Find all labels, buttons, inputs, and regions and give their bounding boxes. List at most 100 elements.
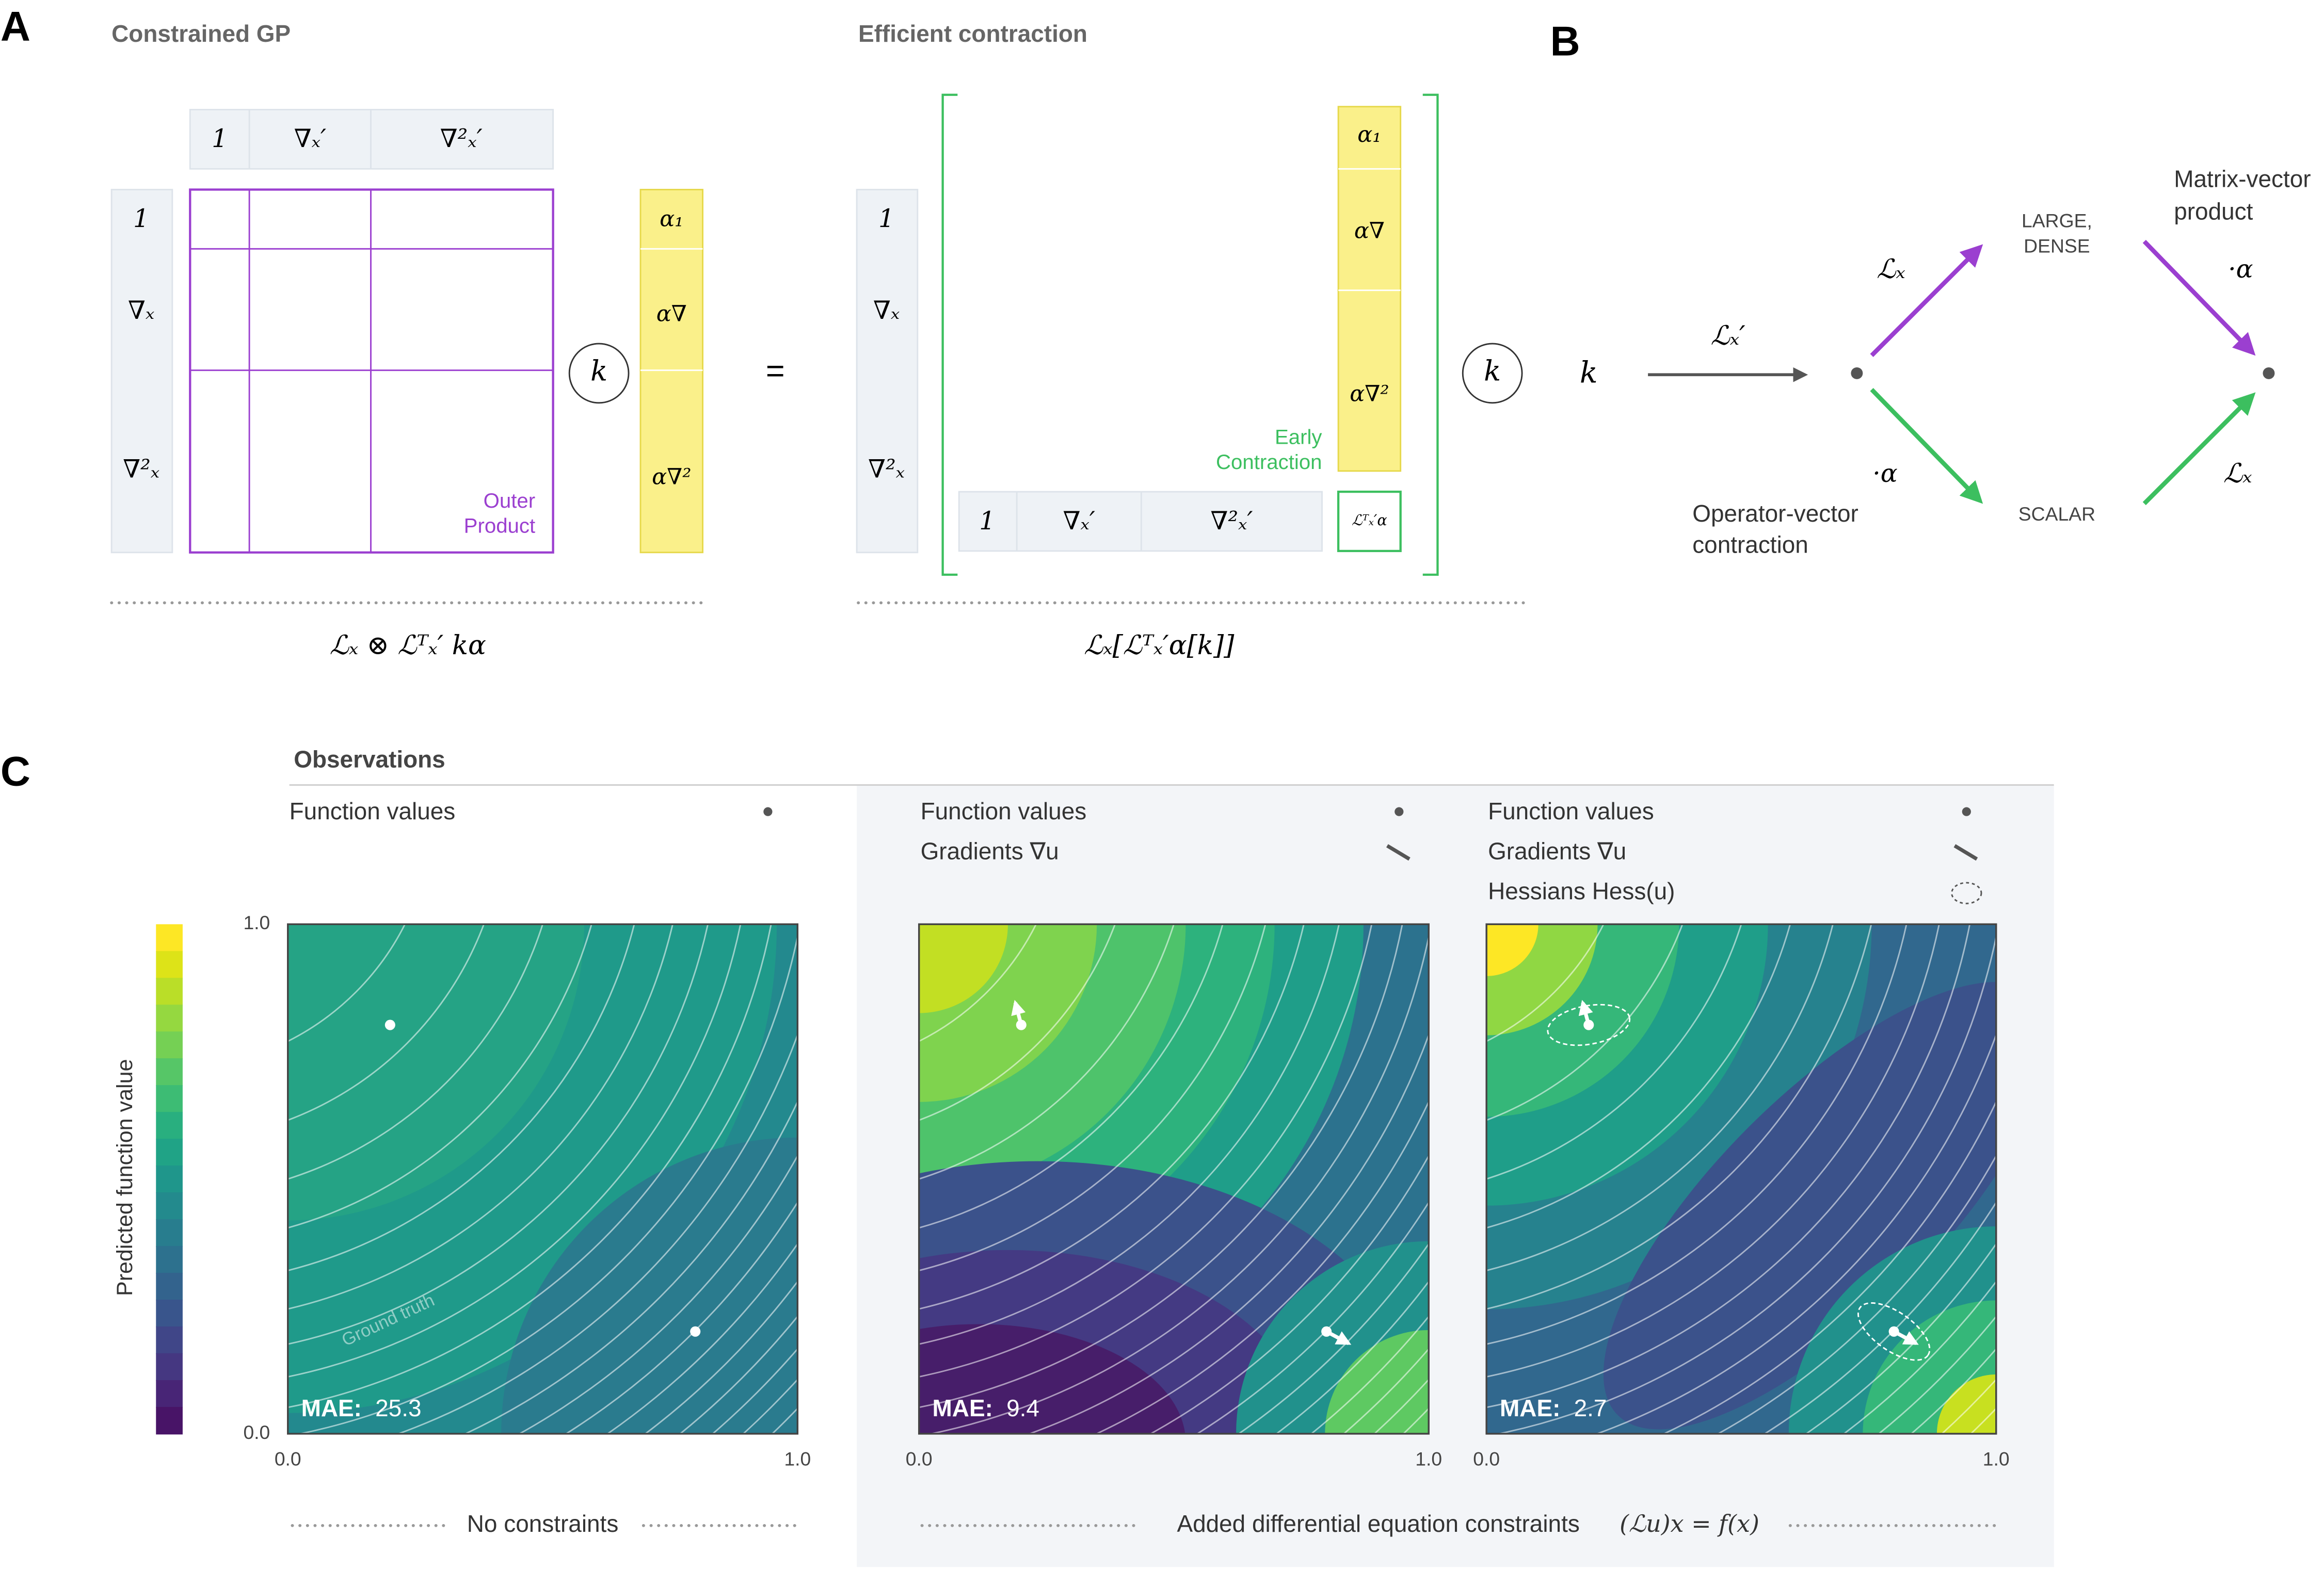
observation-point bbox=[1016, 1019, 1027, 1030]
label: ∇ₓ′ bbox=[1063, 506, 1095, 536]
label: = bbox=[766, 353, 785, 389]
legend-icon bbox=[1953, 844, 1978, 861]
colorbar-segment bbox=[156, 1031, 183, 1059]
label: ℒₓ′ bbox=[1710, 320, 1745, 351]
label: Observations bbox=[294, 746, 445, 773]
label: Added differential equation constraints bbox=[1177, 1510, 1579, 1537]
label: ℒᵀₓ′α bbox=[1352, 511, 1387, 529]
colorbar-segment bbox=[156, 1406, 183, 1435]
contour-fill bbox=[1486, 924, 1538, 976]
shape-path bbox=[941, 93, 1439, 576]
label: Early bbox=[1275, 425, 1322, 448]
legend-icon bbox=[1386, 844, 1411, 861]
contour-fill bbox=[919, 1324, 1185, 1434]
label: α∇ bbox=[1354, 218, 1385, 244]
label: 1 bbox=[878, 204, 894, 233]
plot-frame bbox=[918, 923, 1430, 1435]
colorbar-segment bbox=[156, 1192, 183, 1220]
colorbar-segment bbox=[156, 1139, 183, 1167]
shape-rect bbox=[110, 189, 173, 554]
legend-label: Function values bbox=[921, 798, 1087, 824]
label: k bbox=[1484, 354, 1501, 387]
mae-label: MAE: bbox=[933, 1395, 993, 1421]
label: LARGE, bbox=[2022, 209, 2092, 231]
label: 1 bbox=[212, 124, 228, 153]
label: Operator-vector bbox=[1692, 500, 1858, 527]
legend-icon bbox=[763, 807, 773, 816]
x-tick-label: 0.0 bbox=[906, 1448, 933, 1469]
label: C bbox=[1, 749, 30, 795]
label: No constraints bbox=[467, 1510, 619, 1537]
legend-icon bbox=[1962, 807, 1971, 816]
mae-value: 2.7 bbox=[1574, 1395, 1607, 1421]
label: k bbox=[1580, 355, 1598, 390]
contour-fill bbox=[1325, 1330, 1429, 1434]
label: α₁ bbox=[660, 206, 683, 232]
label: α∇ bbox=[656, 301, 687, 327]
colorbar-segment bbox=[156, 1005, 183, 1032]
label: Outer bbox=[484, 489, 536, 512]
label: Product bbox=[464, 514, 536, 538]
shape-circle bbox=[1462, 343, 1523, 404]
colorbar-segment bbox=[156, 1219, 183, 1247]
colorbar-segment bbox=[156, 1300, 183, 1328]
colorbar-segment bbox=[156, 1353, 183, 1381]
colorbar-segment bbox=[156, 978, 183, 1006]
label: ·α bbox=[1872, 459, 1897, 488]
shape-rect bbox=[1337, 490, 1402, 553]
label: ∇ₓ bbox=[873, 296, 900, 325]
shape-line bbox=[1870, 388, 1983, 504]
shape-line bbox=[2142, 392, 2256, 506]
label: 1 bbox=[133, 204, 149, 233]
label: ℒₓ ⊗ ℒᵀₓ′ kα bbox=[330, 630, 486, 661]
label: α∇² bbox=[1350, 381, 1389, 407]
x-tick-label: 0.0 bbox=[275, 1448, 301, 1469]
contour-fill bbox=[1936, 1374, 1996, 1434]
legend-label: Function values bbox=[1488, 798, 1654, 824]
label: 1 bbox=[979, 506, 995, 536]
label: product bbox=[2174, 198, 2253, 225]
colorbar-segment bbox=[156, 924, 183, 952]
label: ∇ₓ bbox=[128, 296, 154, 325]
colorbar-segment bbox=[156, 1246, 183, 1274]
x-tick-label: 1.0 bbox=[1415, 1448, 1442, 1469]
legend-icon bbox=[1395, 807, 1404, 816]
contour-plot bbox=[919, 924, 1429, 1434]
mae-label: MAE: bbox=[1500, 1395, 1560, 1421]
label: Efficient contraction bbox=[858, 20, 1087, 47]
observation-point bbox=[1583, 1019, 1594, 1030]
colorbar-segment bbox=[156, 1112, 183, 1140]
label: α∇² bbox=[652, 464, 691, 490]
label: SCALAR bbox=[2018, 503, 2095, 525]
observation-point bbox=[1321, 1326, 1332, 1337]
plot-frame bbox=[287, 923, 799, 1435]
colorbar-segment bbox=[156, 1058, 183, 1086]
label: B bbox=[1550, 18, 1580, 64]
y-tick-label: 0.0 bbox=[243, 1421, 270, 1443]
mae-value: 25.3 bbox=[375, 1395, 421, 1421]
label: Matrix-vector bbox=[2174, 165, 2311, 192]
legend-label: Function values bbox=[290, 798, 456, 824]
label: ∇ₓ′ bbox=[294, 124, 326, 153]
label: ∇²ₓ′ bbox=[1210, 506, 1253, 536]
label: A bbox=[1, 4, 30, 50]
x-tick-label: 0.0 bbox=[1473, 1448, 1500, 1469]
label: Predicted function value bbox=[113, 1059, 137, 1296]
mae-value: 9.4 bbox=[1006, 1395, 1039, 1421]
y-tick-label: 1.0 bbox=[243, 912, 270, 933]
label: ∇²ₓ bbox=[868, 454, 905, 483]
label: ·α bbox=[2228, 254, 2253, 284]
ground-truth-contour bbox=[81, 717, 258, 894]
label: (ℒu)x = f(x) bbox=[1620, 1510, 1759, 1537]
hessian-ellipse bbox=[1547, 1003, 1631, 1046]
label: α₁ bbox=[1357, 122, 1381, 148]
shape-circle bbox=[568, 343, 630, 404]
shape-circle bbox=[1851, 367, 1863, 379]
label: ℒₓ[ℒᵀₓ′α[k]] bbox=[1084, 630, 1235, 661]
label: Contraction bbox=[1216, 450, 1322, 474]
observation-point bbox=[690, 1326, 701, 1337]
colorbar-segment bbox=[156, 1326, 183, 1354]
